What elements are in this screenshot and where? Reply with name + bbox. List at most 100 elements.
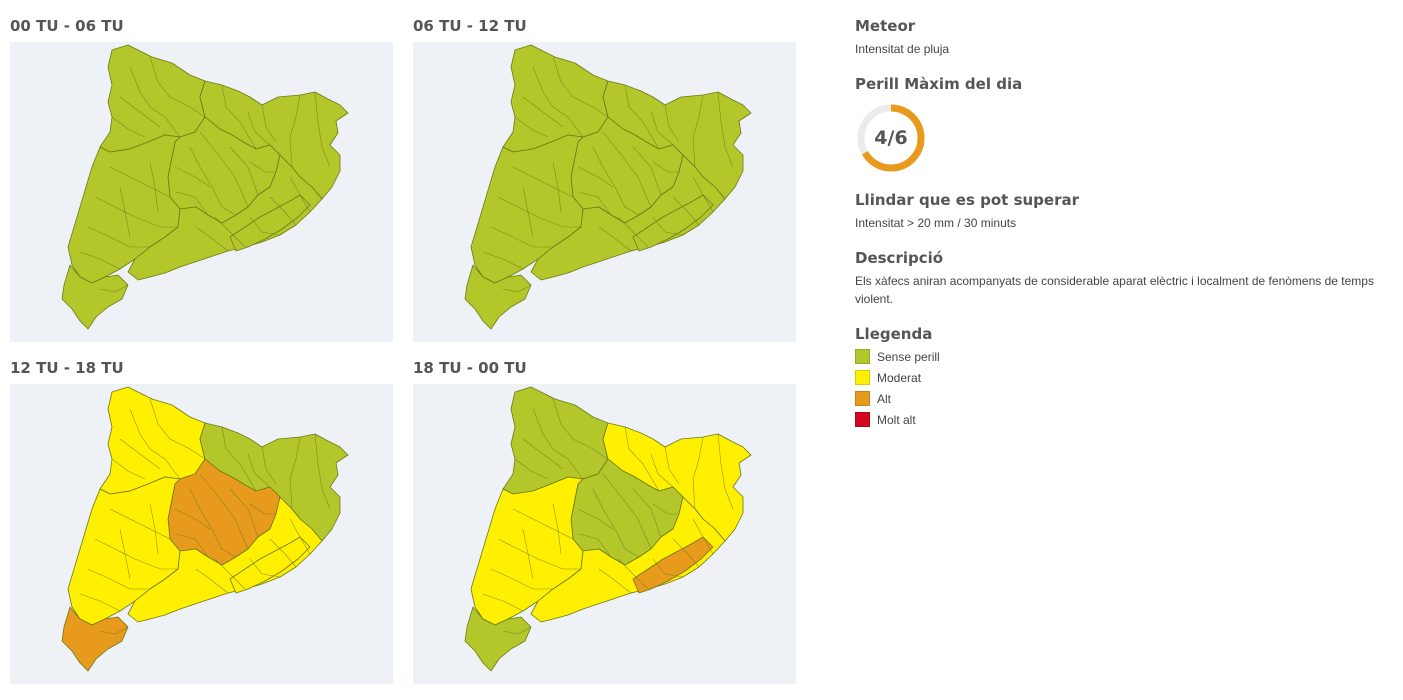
comarca-border [578,191,612,216]
region-ebre [61,264,129,330]
comarca-border [514,116,549,138]
region-coast [530,154,726,281]
comarca-border [314,433,331,510]
comarca-border [672,196,700,226]
comarca-border [249,558,281,578]
comarca-border [87,226,150,248]
legend-item-molt-alt: Molt alt [855,409,1400,430]
comarca-border [692,94,704,168]
comarca-border [199,473,249,550]
comarca-border [552,161,562,213]
comarca-border [482,251,524,270]
comarca-border [289,176,311,213]
legend-label: Sense perill [877,349,940,364]
comarca-border [514,458,549,480]
comarca-border [229,488,259,538]
comarca-border [717,91,734,168]
comarca-border [577,166,614,188]
comarca-border [119,186,131,238]
comarca-border [247,453,271,488]
comarca-border [664,104,680,143]
comarca-border [552,398,609,460]
comarca-border [195,226,229,252]
comarca-border [247,111,271,146]
descripcio-value: Els xàfecs aniran acompanyats de conside… [855,274,1374,306]
comarca-border [119,96,161,128]
comarca-border [532,408,584,480]
comarca-border [502,284,532,293]
comarca-border [522,186,534,238]
meteor-value: Intensitat de pluja [855,42,950,56]
map-title: 00 TU - 06 TU [10,17,124,35]
comarca-border [664,446,680,485]
comarca-border [289,436,301,510]
comarca-border [522,528,534,580]
descripcio-section: Descripció Els xàfecs aniran acompanyats… [855,246,1400,308]
gauge-arc [857,104,925,172]
comarca-border [497,196,581,228]
llegenda-section: Llegenda Sense perill Moderat Alt Molt alt [855,322,1400,430]
comarca-border [79,593,121,612]
comarca-border [532,66,584,138]
comarca-border [175,191,209,216]
comarca-border [94,538,178,570]
catalonia-map [61,44,349,330]
comarca-border [598,568,632,594]
comarca-border [119,438,161,470]
comarca-border [289,518,311,555]
comarca-border [632,488,662,538]
comarca-border [111,458,146,480]
legend-item-alt: Alt [855,388,1400,409]
comarca-border [692,518,714,555]
comarca-border [79,251,121,270]
comarca-border [221,426,257,492]
map-area [10,384,393,684]
comarca-border [109,166,171,198]
comarca-border [602,131,652,208]
llindar-section: Llindar que es pot superar Intensitat > … [855,188,1400,232]
comarca-border [129,66,181,138]
llegenda-heading: Llegenda [855,325,933,343]
catalonia-map [464,386,752,672]
region-ebre [464,606,532,672]
map-title: 12 TU - 18 TU [10,359,124,377]
map-panel-4: 18 TU - 00 TU [413,356,796,684]
perill-value: 4/6 [874,127,908,149]
comarca-border [497,538,581,570]
comarca-border [592,146,640,216]
comarca-border [490,226,553,248]
comarca-border [249,503,276,515]
comarca-border [109,508,171,540]
comarca-border [522,438,564,470]
comarca-border [672,538,700,568]
comarca-border [149,503,159,555]
map-panel-1: 00 TU - 06 TU [10,14,393,342]
comarca-border [502,626,532,635]
comarca-border [214,558,246,590]
legend-swatch [855,391,870,406]
comarca-border [592,488,640,558]
comarca-border [189,146,237,216]
map-panel-2: 06 TU - 12 TU [413,14,796,342]
perill-heading: Perill Màxim del dia [855,75,1023,93]
map-area [413,384,796,684]
legend-label: Molt alt [877,412,916,427]
comarca-border [650,111,674,146]
comarca-border [617,558,649,590]
comarca-border [314,91,331,168]
comarca-border [174,166,211,188]
perill-section: Perill Màxim del dia 4/6 [855,72,1400,174]
comarca-border [692,436,704,510]
comarca-border [652,161,679,173]
comarca-border [129,408,181,480]
comarca-border [602,473,652,550]
comarca-border [195,568,229,594]
comarca-border [624,426,660,492]
comarca-border [261,446,277,485]
region-coast [127,154,323,281]
comarca-border [578,533,612,558]
legend-label: Moderat [877,370,922,385]
comarca-border [577,508,614,530]
region-coast [530,496,726,623]
comarca-border [512,166,574,198]
